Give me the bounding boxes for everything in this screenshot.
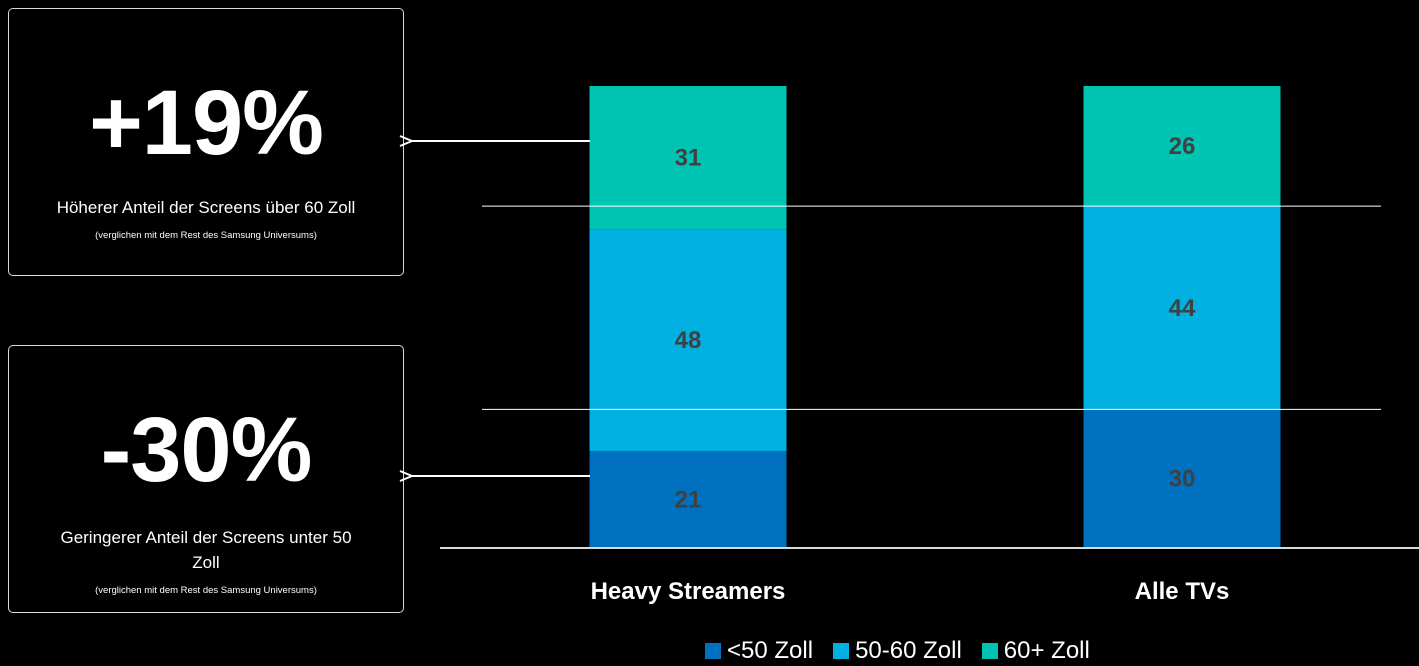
legend-item: 60+ Zoll bbox=[981, 637, 1090, 665]
callout-value: -30% bbox=[100, 399, 313, 501]
data-label: 48 bbox=[675, 327, 702, 354]
callout-note: (verglichen mit dem Rest des Samsung Uni… bbox=[95, 230, 317, 241]
bar-segment bbox=[589, 86, 787, 230]
legend-label: <50 Zoll bbox=[727, 637, 814, 664]
legend-item: 50-60 Zoll bbox=[833, 637, 962, 665]
callout-box-larger-screens: +19% Höherer Anteil der Screens über 60 … bbox=[8, 8, 404, 276]
bar-segment bbox=[589, 450, 787, 548]
legend-item: <50 Zoll bbox=[705, 637, 813, 665]
callout-value: +19% bbox=[89, 72, 324, 174]
data-label: 44 bbox=[1169, 295, 1196, 322]
data-label: 31 bbox=[675, 145, 702, 172]
bar-segment bbox=[1083, 409, 1281, 548]
callout-description: Höherer Anteil der Screens über 60 Zoll bbox=[56, 198, 356, 217]
legend-swatch bbox=[981, 643, 998, 659]
data-label: 30 bbox=[1169, 466, 1196, 493]
bar-segment bbox=[1083, 86, 1281, 207]
callout-box-smaller-screens: -30% Geringerer Anteil der Screens unter… bbox=[8, 345, 404, 613]
callout-note: (verglichen mit dem Rest des Samsung Uni… bbox=[95, 585, 317, 596]
category-label: Alle TVs bbox=[1135, 578, 1230, 605]
callout-description: Geringerer Anteil der Screens unter 50 Z… bbox=[60, 528, 352, 572]
legend-label: 50-60 Zoll bbox=[855, 637, 962, 664]
legend-swatch bbox=[833, 643, 850, 659]
data-label: 26 bbox=[1169, 133, 1196, 160]
category-label: Heavy Streamers bbox=[591, 578, 786, 605]
legend-label: 60+ Zoll bbox=[1003, 637, 1090, 664]
bar-segment bbox=[589, 229, 787, 451]
data-label: 21 bbox=[675, 486, 702, 513]
chart-legend: <50 Zoll 50-60 Zoll 60+ Zoll bbox=[705, 637, 1090, 665]
bar-segment bbox=[1083, 206, 1281, 410]
legend-swatch bbox=[705, 643, 721, 659]
